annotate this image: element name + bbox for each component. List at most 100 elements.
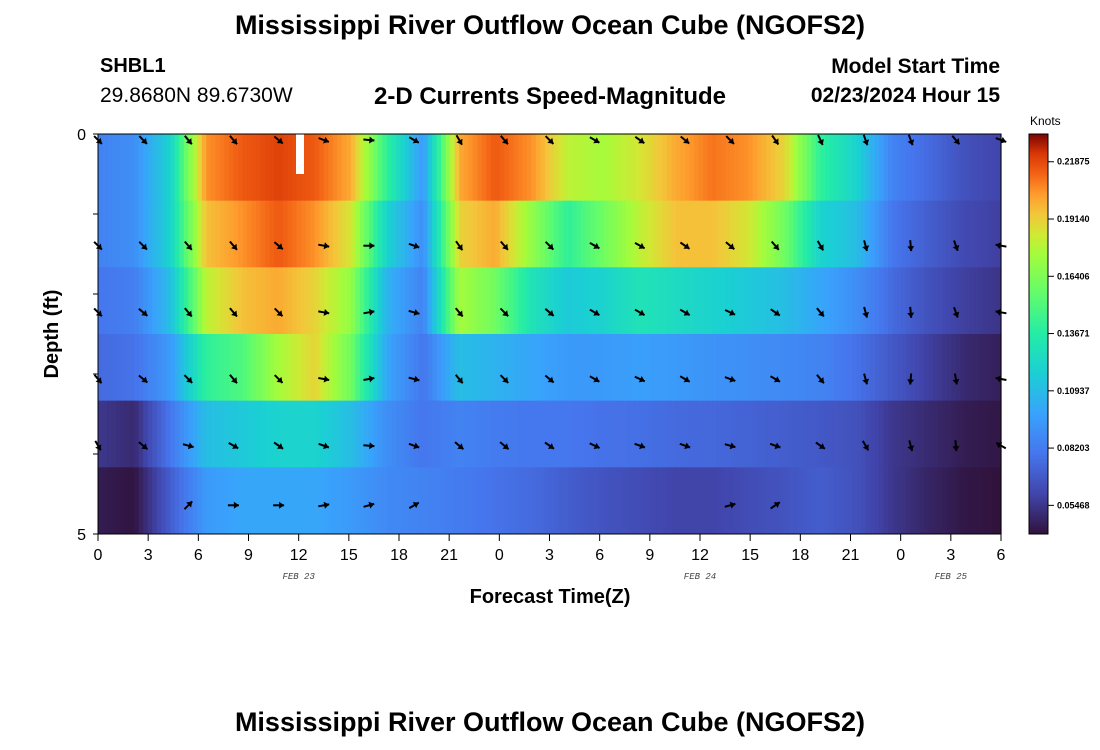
heatmap-cell: [296, 467, 302, 535]
heatmap-cell: [400, 267, 406, 335]
x-tick-label: 18: [791, 547, 809, 564]
current-arrow: [363, 442, 375, 450]
heatmap-cell: [910, 334, 916, 402]
heatmap-cell: [206, 267, 212, 335]
heatmap-cell: [743, 467, 749, 535]
heatmap-cell: [409, 134, 415, 202]
heatmap-cell: [671, 334, 677, 402]
heatmap-cell: [987, 334, 993, 402]
heatmap-cell: [675, 134, 682, 202]
heatmap-cell: [770, 134, 776, 202]
heatmap-cell: [495, 200, 501, 268]
heatmap-cell: [210, 200, 216, 268]
heatmap-cell: [928, 134, 934, 202]
heatmap-cell: [933, 267, 939, 335]
heatmap-cell: [477, 467, 483, 535]
heatmap-cell: [116, 134, 122, 202]
heatmap-cell: [824, 400, 831, 468]
heatmap-cell: [833, 134, 840, 202]
axes: 0 3 6 9 12 15 18 21 0 3 6 9 12 15 18 21 0 3 6 FEB 23 FEB 24 F…: [77, 127, 1005, 582]
heatmap-cell: [784, 134, 790, 202]
heatmap-cell: [982, 267, 989, 335]
heatmap-cell: [102, 267, 108, 335]
heatmap-cell: [784, 467, 790, 535]
heatmap-cell: [982, 200, 989, 268]
heatmap-cell: [405, 400, 411, 468]
heatmap-cell: [973, 400, 980, 468]
heatmap-cell: [558, 134, 564, 202]
heatmap-cell: [544, 467, 551, 535]
heatmap-cell: [797, 200, 803, 268]
heatmap-cell: [888, 400, 894, 468]
heatmap-cell: [328, 334, 334, 402]
heatmap-cell: [418, 200, 424, 268]
current-arrow: [816, 307, 825, 318]
heatmap-cell: [806, 134, 812, 202]
heatmap-cell: [359, 267, 365, 335]
heatmap-cells: [98, 134, 1002, 535]
heatmap-cell: [423, 267, 429, 335]
current-arrow: [771, 134, 780, 146]
current-arrow: [679, 241, 691, 250]
colorbar-tick-label: 0.21875: [1057, 157, 1090, 167]
current-arrow: [907, 306, 915, 318]
heatmap-cell: [743, 334, 749, 402]
heatmap-cell: [477, 334, 483, 402]
heatmap-cell: [856, 267, 862, 335]
heatmap-cell: [842, 334, 849, 402]
heatmap-cell: [143, 200, 149, 268]
heatmap-cell: [206, 467, 212, 535]
heatmap-cell: [134, 467, 140, 535]
heatmap-cell: [301, 334, 307, 402]
heatmap-cell: [865, 467, 871, 535]
heatmap-cell: [377, 134, 384, 202]
heatmap-cell: [635, 267, 641, 335]
heatmap-cell: [400, 467, 406, 535]
heatmap-cell: [721, 134, 727, 202]
heatmap-cell: [973, 267, 980, 335]
heatmap-cell: [942, 267, 948, 335]
heatmap-cell: [265, 400, 271, 468]
heatmap-cell: [883, 267, 889, 335]
heatmap-cell: [328, 267, 334, 335]
heatmap-cell: [549, 200, 555, 268]
heatmap-cell: [251, 467, 257, 535]
heatmap-cell: [657, 134, 663, 202]
heatmap-cell: [739, 467, 745, 535]
heatmap-cell: [418, 267, 424, 335]
current-arrow: [907, 134, 915, 146]
heatmap-cell: [265, 267, 271, 335]
heatmap-cell: [364, 334, 370, 402]
current-arrow: [817, 134, 824, 146]
heatmap-cell: [256, 334, 262, 402]
heatmap-cell: [802, 134, 808, 202]
heatmap-cell: [779, 200, 785, 268]
heatmap-cell: [544, 400, 551, 468]
current-arrow: [725, 135, 735, 145]
heatmap-cell: [188, 200, 194, 268]
heatmap-cell: [427, 334, 433, 402]
heatmap-cell: [829, 467, 835, 535]
x-tick-label: 12: [691, 547, 709, 564]
heatmap-cell: [802, 467, 808, 535]
current-arrow: [408, 309, 420, 316]
heatmap-cell: [833, 334, 840, 402]
heatmap-cell: [418, 467, 424, 535]
heatmap-cell: [332, 267, 338, 335]
current-arrow: [318, 501, 330, 509]
heatmap-cell: [544, 267, 551, 335]
heatmap-cell: [246, 334, 253, 402]
heatmap-cell: [314, 267, 320, 335]
heatmap-cell: [793, 400, 799, 468]
heatmap-cell: [838, 467, 844, 535]
heatmap-cell: [648, 267, 654, 335]
heatmap-cell: [766, 200, 772, 268]
heatmap-cell: [165, 400, 171, 468]
heatmap-cell: [544, 134, 551, 202]
heatmap-cell: [842, 200, 849, 268]
heatmap-cell: [608, 400, 614, 468]
heatmap-cell: [675, 267, 682, 335]
heatmap-cell: [721, 200, 727, 268]
heatmap-cell: [156, 134, 162, 202]
heatmap-cell: [969, 334, 975, 402]
